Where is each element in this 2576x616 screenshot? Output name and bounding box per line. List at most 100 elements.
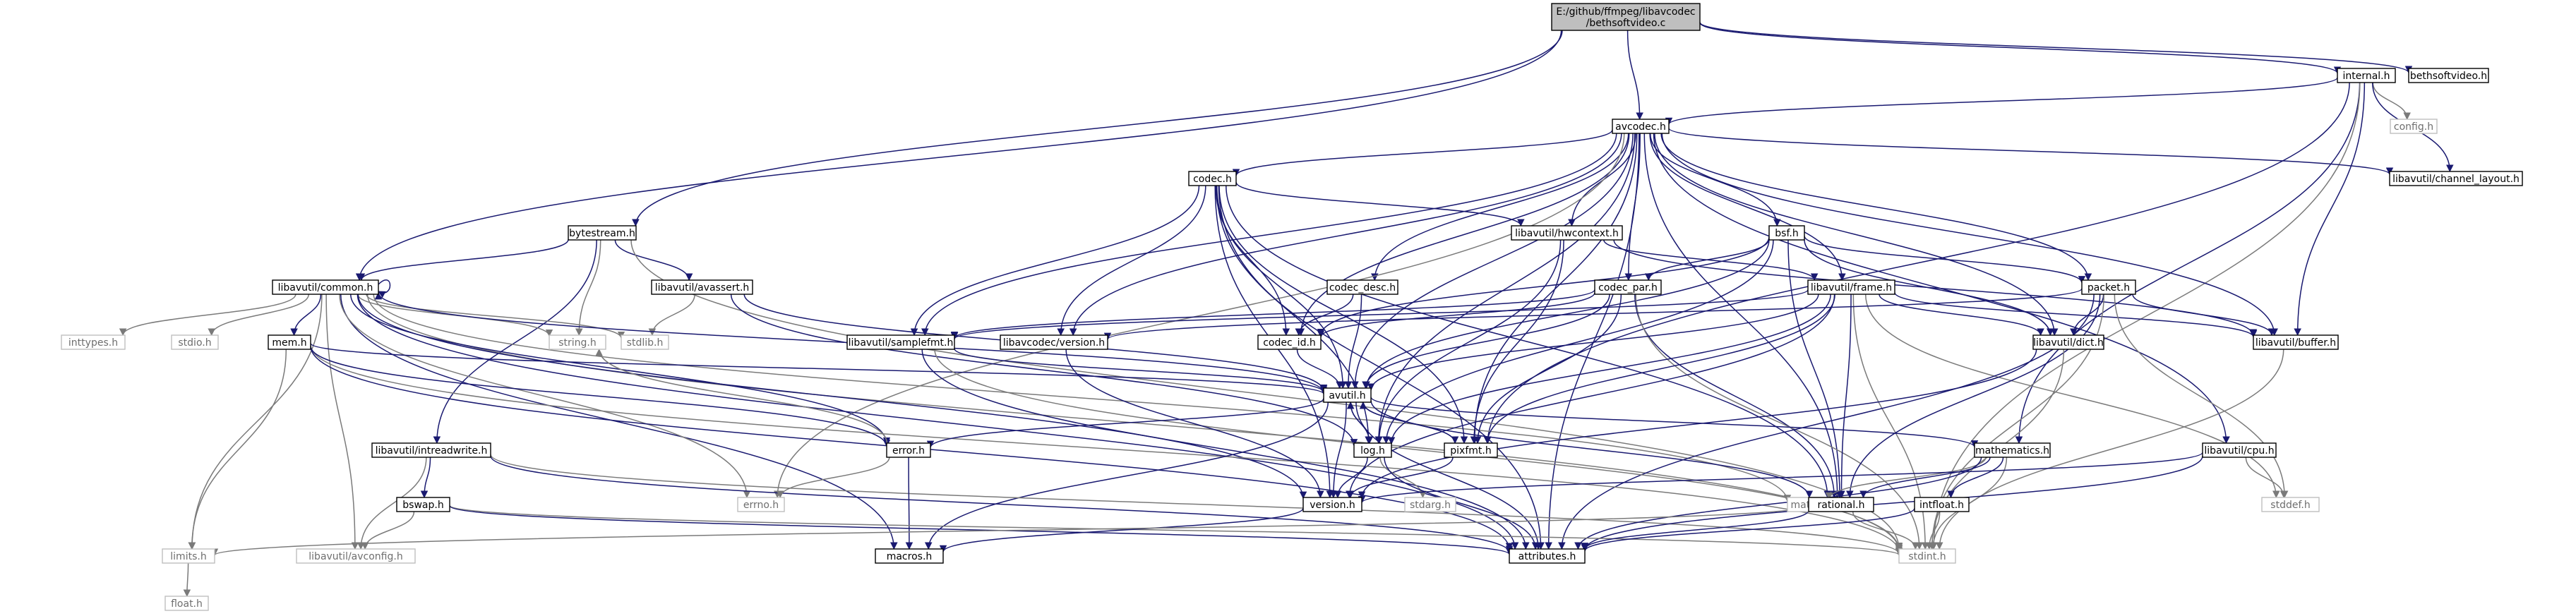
node-box	[2032, 334, 2104, 350]
edge-codec-par-to-pixfmt	[1473, 294, 1622, 445]
edge-common-to-common	[378, 279, 391, 298]
node-version[interactable]: version.h	[1302, 497, 1362, 512]
edge-root-to-internal	[1699, 22, 2342, 74]
edge-limits-to-float	[183, 562, 191, 598]
edge-pixfmt-to-avutil	[1359, 401, 1456, 444]
node-frame[interactable]: libavutil/frame.h	[1807, 279, 1895, 295]
edge-avcodec-to-dict	[1654, 133, 2059, 337]
edge-root-to-bethsoftvideo-h	[1699, 21, 2412, 74]
node-samplefmt[interactable]: libavutil/samplefmt.h	[846, 334, 955, 350]
node-label: macros.h	[887, 551, 933, 562]
edge-avcodec-to-packet	[1660, 133, 2092, 282]
node-box	[2202, 442, 2277, 458]
node-label: float.h	[171, 598, 203, 610]
node-box	[1353, 442, 1392, 458]
node-pixfmt[interactable]: pixfmt.h	[1444, 442, 1498, 458]
node-box	[1612, 119, 1670, 134]
node-label: errno.h	[743, 500, 779, 511]
node-mem[interactable]: mem.h	[268, 334, 311, 350]
edge-mem-to-limits	[188, 349, 287, 550]
edge-common-to-inttypes	[119, 294, 296, 337]
node-bytestream[interactable]: bytestream.h	[568, 225, 637, 241]
edge-error-to-string	[595, 348, 888, 444]
edge-avcodec-to-log	[1374, 133, 1636, 445]
edge-bytestream-to-string	[575, 239, 601, 337]
edge-frame-to-log	[1387, 294, 1831, 445]
edge-bytestream-to-intreadwrite	[433, 239, 597, 445]
node-box	[2337, 68, 2396, 83]
node-intreadwrite[interactable]: libavutil/intreadwrite.h	[371, 442, 491, 458]
node-version-codec[interactable]: libavcodec/version.h	[1000, 334, 1108, 350]
node-box	[1511, 225, 1623, 241]
edge-mathematics-to-intfloat	[1947, 457, 2004, 499]
node-mathematics[interactable]: mathematics.h	[1974, 442, 2051, 458]
node-rational[interactable]: rational.h	[1808, 497, 1874, 512]
node-box	[2389, 171, 2523, 186]
node-codec-id[interactable]: codec_id.h	[1257, 334, 1322, 350]
node-channel-layout[interactable]: libavutil/channel_layout.h	[2389, 171, 2523, 186]
edge-bytestream-to-avassert	[614, 239, 693, 282]
node-stdio: stdio.h	[171, 334, 219, 350]
node-macros[interactable]: macros.h	[875, 548, 944, 564]
edge-avcodec-to-samplefmt	[921, 133, 1617, 337]
node-root[interactable]: E:/github/ffmpeg/libavcodec/bethsoftvide…	[1551, 3, 1701, 31]
edge-common-to-stdlib	[366, 294, 625, 339]
edge-internal-to-buffer	[2294, 82, 2366, 337]
node-buffer[interactable]: libavutil/buffer.h	[2253, 334, 2339, 350]
edge-avcodec-to-codec	[1232, 129, 1613, 176]
node-box	[886, 442, 931, 458]
node-packet[interactable]: packet.h	[2081, 279, 2136, 295]
edge-common-to-mem	[290, 294, 322, 337]
node-label: mem.h	[272, 337, 306, 349]
node-avcodec[interactable]: avcodec.h	[1612, 119, 1670, 134]
node-label: pixfmt.h	[1450, 445, 1491, 457]
node-config: config.h	[2390, 119, 2438, 134]
node-bswap[interactable]: bswap.h	[396, 497, 450, 512]
edge-root-to-avcodec	[1627, 30, 1643, 121]
node-box	[1257, 334, 1322, 350]
node-cpu[interactable]: libavutil/cpu.h	[2202, 442, 2277, 458]
node-avutil[interactable]: avutil.h	[1323, 387, 1372, 403]
node-attributes[interactable]: attributes.h	[1509, 548, 1586, 564]
node-label: libavutil/common.h	[278, 282, 373, 294]
node-common[interactable]: libavutil/common.h	[272, 279, 379, 295]
node-avconfig: libavutil/avconfig.h	[296, 548, 416, 564]
node-internal[interactable]: internal.h	[2337, 68, 2396, 83]
edge-frame-to-rational	[1838, 294, 1852, 499]
node-box	[568, 225, 637, 241]
edge-hwcontext-to-pixfmt	[1470, 239, 1564, 445]
node-box	[2408, 68, 2489, 83]
node-box	[371, 442, 491, 458]
node-log[interactable]: log.h	[1353, 442, 1392, 458]
edge-mathematics-to-attributes	[1574, 457, 1982, 550]
edge-internal-to-mathematics	[2015, 82, 2361, 445]
edge-codec-id-to-avutil	[1296, 349, 1343, 389]
edge-version-codec-to-version	[1065, 349, 1324, 499]
edge-avutil-to-macros	[925, 401, 1329, 550]
node-codec-desc[interactable]: codec_desc.h	[1326, 279, 1398, 295]
node-bethsoftvideo-h[interactable]: bethsoftvideo.h	[2408, 68, 2489, 83]
node-errno: errno.h	[737, 497, 785, 512]
edge-codec-par-to-rational	[1634, 294, 1838, 499]
node-intfloat[interactable]: intfloat.h	[1914, 497, 1970, 512]
node-error[interactable]: error.h	[886, 442, 931, 458]
edge-codec-to-samplefmt	[910, 185, 1200, 337]
node-codec-par[interactable]: codec_par.h	[1594, 279, 1662, 295]
edge-common-to-avconfig	[325, 294, 359, 550]
node-box	[2390, 119, 2438, 134]
node-hwcontext[interactable]: libavutil/hwcontext.h	[1511, 225, 1623, 241]
node-dict[interactable]: libavutil/dict.h	[2032, 334, 2104, 350]
edge-frame-to-version	[1346, 294, 1835, 499]
node-avassert[interactable]: libavutil/avassert.h	[651, 279, 753, 295]
edge-intfloat-to-stdint	[1925, 511, 1941, 550]
node-label: bswap.h	[402, 500, 443, 511]
edge-codec-desc-to-avutil	[1344, 294, 1362, 389]
edge-codec-par-to-samplefmt	[951, 289, 1595, 339]
edge-packet-to-version-codec	[1104, 288, 2083, 341]
edge-avcodec-to-bsf	[1649, 133, 1781, 227]
node-bsf[interactable]: bsf.h	[1768, 225, 1805, 241]
edge-mathematics-to-stdint	[1929, 457, 2008, 550]
node-label: error.h	[892, 445, 925, 457]
edge-bsf-to-rational	[1787, 239, 1844, 499]
node-codec[interactable]: codec.h	[1188, 171, 1237, 186]
